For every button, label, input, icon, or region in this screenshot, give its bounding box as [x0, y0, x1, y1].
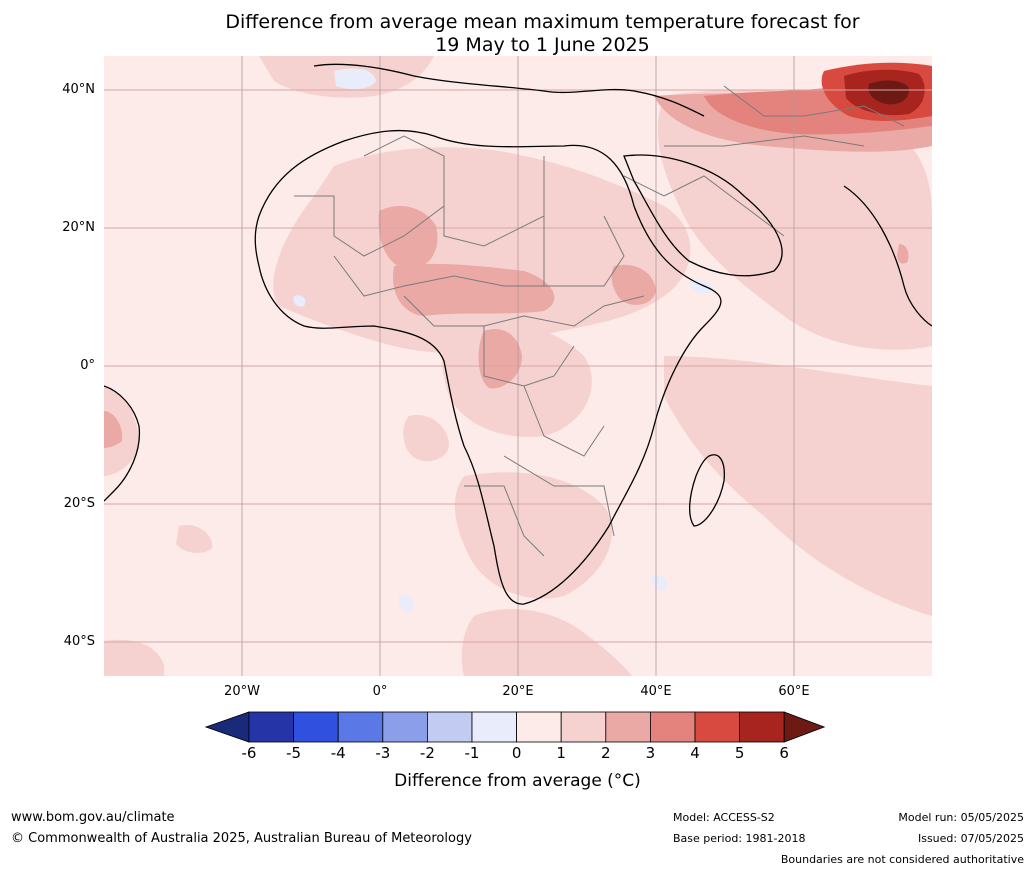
legend-tick-label: 0: [511, 744, 522, 762]
anomaly-atlantic-patch: [403, 415, 449, 462]
anomaly-negative-north-africa: [334, 68, 376, 90]
anomaly-congo-basin: [478, 328, 522, 389]
anomaly-indian-ocean: [664, 356, 932, 616]
lon-label-60e: 60°E: [778, 684, 810, 699]
legend-color-cell: [248, 711, 294, 743]
legend-tick-label: 4: [690, 744, 700, 762]
lat-label-40n: 40°N: [62, 82, 95, 97]
anomaly-sw-ocean: [104, 639, 164, 676]
anomaly-above-6-areas: [868, 80, 910, 105]
footer-disclaimer: Boundaries are not considered authoritat…: [780, 853, 1024, 866]
legend-color-cell: [560, 711, 607, 743]
legend-color-cell: [649, 711, 696, 743]
legend-tick-label: 3: [645, 744, 656, 762]
lat-label-20s: 20°S: [63, 496, 95, 511]
coastline-brazil: [104, 385, 141, 502]
anomaly-negative-indian-ocean: [651, 575, 668, 590]
legend-tick-label: -6: [241, 744, 257, 762]
legend-tick-label: 2: [601, 744, 611, 762]
coastlines: [104, 63, 932, 605]
coastline-africa: [254, 129, 722, 605]
footer-copyright: © Commonwealth of Australia 2025, Austra…: [11, 831, 472, 846]
anomaly-arabia: [657, 89, 932, 350]
coastline-arabia: [623, 154, 783, 277]
lon-label-20w: 20°W: [224, 684, 260, 699]
lon-label-20e: 20°E: [502, 684, 534, 699]
legend-color-cell: [337, 711, 384, 743]
footer-model: Model: ACCESS-S2: [673, 811, 775, 824]
legend-title: Difference from average (°C): [394, 771, 641, 791]
country-borders: [294, 85, 905, 557]
anomaly-west-atlantic-coast: [104, 411, 123, 448]
anomaly-above-6-core: [868, 80, 910, 105]
lon-label-0: 0°: [372, 684, 388, 699]
legend-tick-label: -1: [464, 744, 480, 762]
legend-tick-label: 5: [734, 744, 745, 762]
anomaly-southern-ocean: [461, 609, 632, 676]
legend-color-cell: [694, 711, 740, 743]
footer-website: www.bom.gov.au/climate: [11, 810, 175, 825]
legend-color-cell: [382, 711, 428, 743]
legend-colorbar: [205, 711, 826, 743]
legend-tick-label: -5: [286, 744, 302, 762]
anomaly-east-africa: [611, 264, 656, 305]
anomaly-south-atlantic-patch: [176, 525, 213, 553]
legend-tick-label: -3: [375, 744, 391, 762]
footer-issued: Issued: 07/05/2025: [917, 832, 1024, 845]
legend-color-cell: [426, 711, 473, 743]
anomaly-negative-west-africa: [293, 295, 306, 307]
legend-color-cell: [605, 711, 651, 743]
anomaly-sahel-band: [393, 263, 555, 316]
legend-color-cell: [471, 711, 517, 743]
legend-tick-label: 1: [556, 744, 566, 762]
legend-color-cell: [293, 711, 339, 743]
anomaly-negative-horn: [689, 280, 713, 294]
legend-arrow-high: [783, 711, 826, 743]
lat-label-40s: 40°S: [63, 634, 95, 649]
map-title-line1: Difference from average mean maximum tem…: [225, 11, 860, 33]
coastline-europe: [313, 63, 705, 117]
legend-color-cell: [739, 711, 785, 743]
anomaly-negative-areas: [293, 68, 713, 612]
coastline-india: [843, 185, 932, 327]
legend-tick-label: -2: [419, 744, 435, 762]
graticule-meridians: [241, 56, 795, 676]
map-title-line2: 19 May to 1 June 2025: [435, 34, 650, 56]
legend-arrow-low: [205, 711, 250, 743]
anomaly-negative-south-atlantic: [398, 595, 414, 612]
footer-base-period: Base period: 1981-2018: [673, 832, 806, 845]
anomaly-india-spot: [897, 244, 909, 264]
forecast-map: [104, 56, 932, 676]
lat-label-equator: 0°: [80, 358, 95, 373]
legend-tick-label: 6: [779, 744, 789, 762]
lon-label-40e: 40°E: [640, 684, 672, 699]
coastline-madagascar: [689, 454, 725, 527]
legend-tick-label: -4: [330, 744, 346, 762]
legend-color-cell: [516, 711, 562, 743]
anomaly-sahara-band: [273, 147, 691, 353]
lat-label-20n: 20°N: [62, 220, 95, 235]
anomaly-1-2-areas: [104, 56, 932, 676]
footer-model-run: Model run: 05/05/2025: [898, 811, 1024, 824]
